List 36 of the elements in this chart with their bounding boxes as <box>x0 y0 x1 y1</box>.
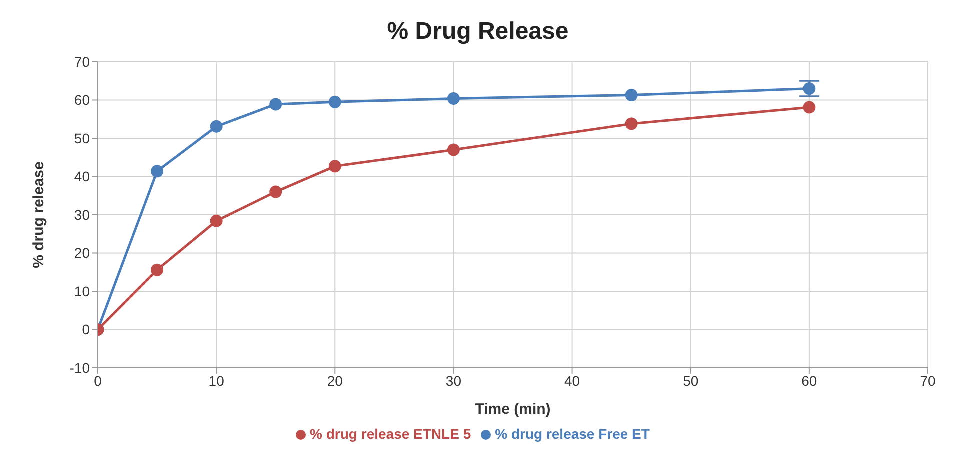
x-tick-label: 70 <box>920 372 936 389</box>
y-tick-label: -10 <box>70 360 90 376</box>
x-tick-label: 50 <box>683 372 699 389</box>
y-tick-label: 40 <box>74 168 90 185</box>
point <box>447 144 460 156</box>
point <box>151 264 164 276</box>
x-axis-title: Time (min) <box>475 401 551 418</box>
y-tick-label: 60 <box>74 92 90 108</box>
x-tick-label: 0 <box>94 372 102 389</box>
y-tick-label: 30 <box>74 206 90 223</box>
point <box>270 186 282 198</box>
chart-title: % Drug Release <box>386 18 570 47</box>
point <box>151 165 164 178</box>
point <box>210 214 223 228</box>
x-tick-label: 60 <box>802 372 818 389</box>
y-tick-label: 70 <box>74 54 90 70</box>
point <box>447 92 460 105</box>
legend-label: % drug release ETNLE 5 <box>310 426 472 442</box>
point <box>803 101 816 114</box>
point <box>625 118 638 130</box>
x-tick-label: 40 <box>564 372 580 389</box>
y-tick-label: 10 <box>74 283 90 300</box>
y-tick-label: 20 <box>74 245 90 262</box>
y-tick-label: 50 <box>74 130 90 146</box>
point <box>328 160 342 173</box>
x-tick-label: 30 <box>446 372 462 389</box>
legend-label: % drug release Free ET <box>495 426 650 442</box>
point <box>803 82 816 96</box>
x-tick-label: 20 <box>327 372 344 389</box>
point <box>210 120 223 133</box>
point <box>625 89 638 102</box>
y-tick-label: 0 <box>82 322 90 338</box>
y-axis-title: % drug release <box>30 162 48 268</box>
point <box>328 96 342 108</box>
point <box>270 98 282 111</box>
x-tick-label: 10 <box>208 372 225 389</box>
